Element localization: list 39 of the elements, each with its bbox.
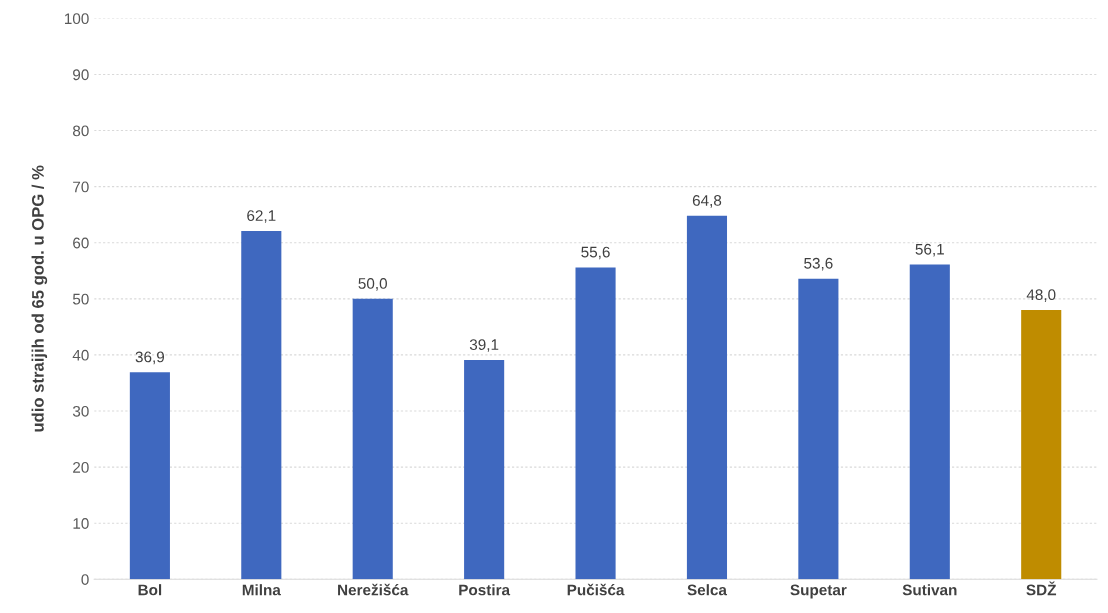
- x-tick-label: Pučišća: [567, 583, 625, 596]
- y-tick-label: 20: [73, 461, 89, 473]
- y-tick-label: 100: [65, 13, 89, 25]
- bar: [686, 215, 728, 580]
- data-label: 50,0: [358, 278, 387, 291]
- data-label: 62,1: [247, 210, 276, 223]
- y-tick-label: 80: [72, 125, 89, 137]
- y-tick-label: 50: [72, 293, 89, 305]
- y-axis-title: udio straijih od 65 god. u OPG / %: [31, 165, 48, 432]
- bar: [129, 372, 170, 580]
- x-tick-label: Selca: [687, 584, 728, 596]
- y-tick-label: 70: [73, 181, 89, 193]
- bar: [575, 267, 616, 580]
- bar: [464, 359, 505, 580]
- x-tick-label: Supetar: [790, 584, 847, 599]
- x-tick-label: Sutivan: [902, 584, 957, 596]
- y-tick-label: 10: [73, 518, 89, 529]
- y-tick-label: 60: [73, 237, 89, 249]
- bar: [352, 298, 393, 580]
- x-tick-label: Postira: [459, 584, 511, 596]
- y-tick-label: 90: [73, 69, 89, 81]
- data-label: 53,6: [804, 257, 833, 271]
- bar: [1021, 310, 1062, 580]
- data-label: 48,0: [1026, 289, 1056, 302]
- data-label: 64,8: [692, 195, 722, 208]
- data-label: 36,9: [135, 351, 165, 365]
- bar: [909, 264, 950, 580]
- x-tick-label: Bol: [138, 584, 162, 596]
- x-tick-label: Nerežišća: [338, 583, 409, 596]
- bar: [241, 230, 282, 580]
- data-label: 39,1: [469, 339, 499, 352]
- x-tick-label: Milna: [242, 584, 281, 596]
- x-tick-label: SDŽ: [1026, 581, 1057, 596]
- y-tick-label: 30: [72, 405, 89, 417]
- data-label: 55,6: [581, 246, 610, 260]
- y-tick-label: 40: [72, 349, 89, 361]
- bar: [798, 278, 839, 580]
- y-tick-label: 0: [81, 574, 89, 585]
- data-label: 56,1: [915, 243, 944, 257]
